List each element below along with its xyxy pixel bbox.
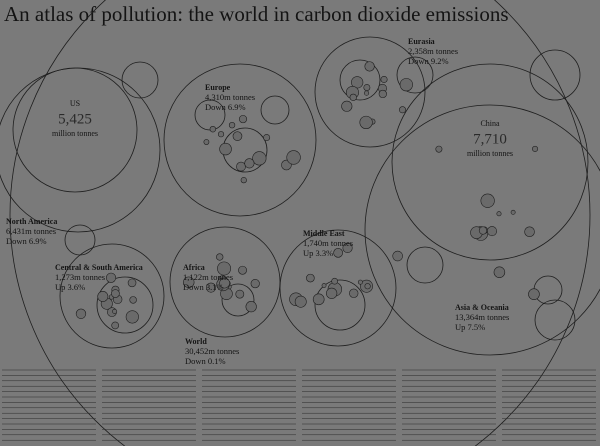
small-circle (321, 283, 327, 288)
small-circle (399, 106, 407, 114)
small-circle (232, 131, 243, 141)
small-circle (357, 279, 363, 285)
small-circle (112, 308, 118, 314)
region-change: Down 6.9% (205, 102, 246, 112)
small-circle (312, 293, 325, 306)
small-circle (528, 288, 540, 300)
region-change: Up 7.5% (455, 322, 485, 332)
small-circle (364, 283, 371, 290)
country-name: US (70, 99, 80, 108)
region-total: 1,273m tonnes (55, 272, 105, 282)
small-circle (238, 265, 247, 275)
small-circle (217, 261, 232, 276)
region-name: Europe (205, 83, 231, 92)
small-circle (378, 89, 387, 99)
country-total: 7,710 (473, 131, 507, 147)
small-circle (219, 142, 232, 156)
small-circle (349, 288, 359, 298)
region-change: Down 0.1% (185, 356, 226, 366)
small-circle (240, 177, 247, 184)
small-circle (326, 287, 338, 299)
small-circle (306, 273, 315, 283)
small-circle (524, 226, 535, 237)
small-circle (228, 121, 236, 129)
small-circle (487, 226, 497, 237)
small-circle (478, 226, 488, 235)
small-circle (125, 310, 139, 324)
small-circle (219, 277, 230, 289)
small-circle (263, 134, 271, 142)
small-circle (341, 100, 353, 112)
country-unit: million tonnes (52, 129, 98, 138)
small-circle (245, 301, 257, 313)
region-total: 2,358m tonnes (408, 46, 458, 56)
small-circle (342, 242, 353, 253)
region-name: Eurasia (408, 37, 435, 46)
region-name: Middle East (303, 229, 345, 238)
small-circle (399, 78, 413, 92)
small-circle (129, 296, 137, 304)
region-change: Up 3.6% (55, 282, 85, 292)
small-circle (359, 115, 373, 130)
small-circle (203, 139, 210, 145)
small-circle (294, 295, 307, 308)
region-total: 30,452m tonnes (185, 346, 239, 356)
small-circle (435, 145, 443, 153)
small-circle (331, 277, 338, 285)
small-circle (205, 282, 216, 293)
region-name: North America (6, 217, 57, 226)
small-circle (532, 145, 539, 152)
small-circle (286, 150, 301, 165)
country-unit: million tonnes (467, 149, 513, 158)
small-circle (216, 253, 224, 261)
small-circle (380, 75, 388, 83)
small-circle (364, 61, 375, 72)
small-circle (209, 125, 217, 133)
region-name: Central & South America (55, 263, 143, 272)
region-change: Down 9.2% (408, 56, 449, 66)
small-circle (349, 93, 357, 101)
small-circle (364, 90, 370, 96)
country-total: 5,425 (58, 111, 92, 127)
small-circle (333, 247, 343, 258)
small-circle (235, 289, 245, 299)
region-total: 4,310m tonnes (205, 92, 255, 102)
title: An atlas of pollution: the world in carb… (4, 2, 509, 26)
region-change: Up 3.3% (303, 248, 333, 258)
region-total: 1,740m tonnes (303, 238, 353, 248)
small-circle (480, 193, 495, 208)
region-total: 6,431m tonnes (6, 226, 56, 236)
region-name: Asia & Oceania (455, 303, 509, 312)
region-total: 13,364m tonnes (455, 312, 509, 322)
small-circles (75, 61, 540, 330)
region-change: Down 6.9% (6, 236, 47, 246)
small-circle (250, 279, 260, 289)
small-circle (493, 266, 506, 278)
small-circle (105, 272, 117, 283)
small-circle (75, 308, 87, 319)
region-total: 1,122m tonnes (183, 272, 233, 282)
small-circle (217, 131, 225, 138)
small-circle (111, 289, 120, 298)
small-circle (236, 161, 246, 172)
small-circle (363, 84, 371, 91)
small-circle (510, 209, 516, 215)
country-name: China (480, 119, 500, 128)
small-circle (183, 276, 195, 288)
small-circle (496, 211, 502, 217)
region-name: Africa (183, 263, 205, 272)
small-circle (392, 250, 403, 262)
small-circle (252, 151, 267, 166)
region-name: World (185, 337, 207, 346)
small-circle (244, 158, 255, 169)
region-change: Down 3.1% (183, 282, 224, 292)
small-circle (111, 321, 120, 330)
small-circle (97, 291, 109, 302)
small-circle (238, 115, 248, 124)
small-circle (127, 278, 137, 288)
data-table (2, 369, 596, 441)
